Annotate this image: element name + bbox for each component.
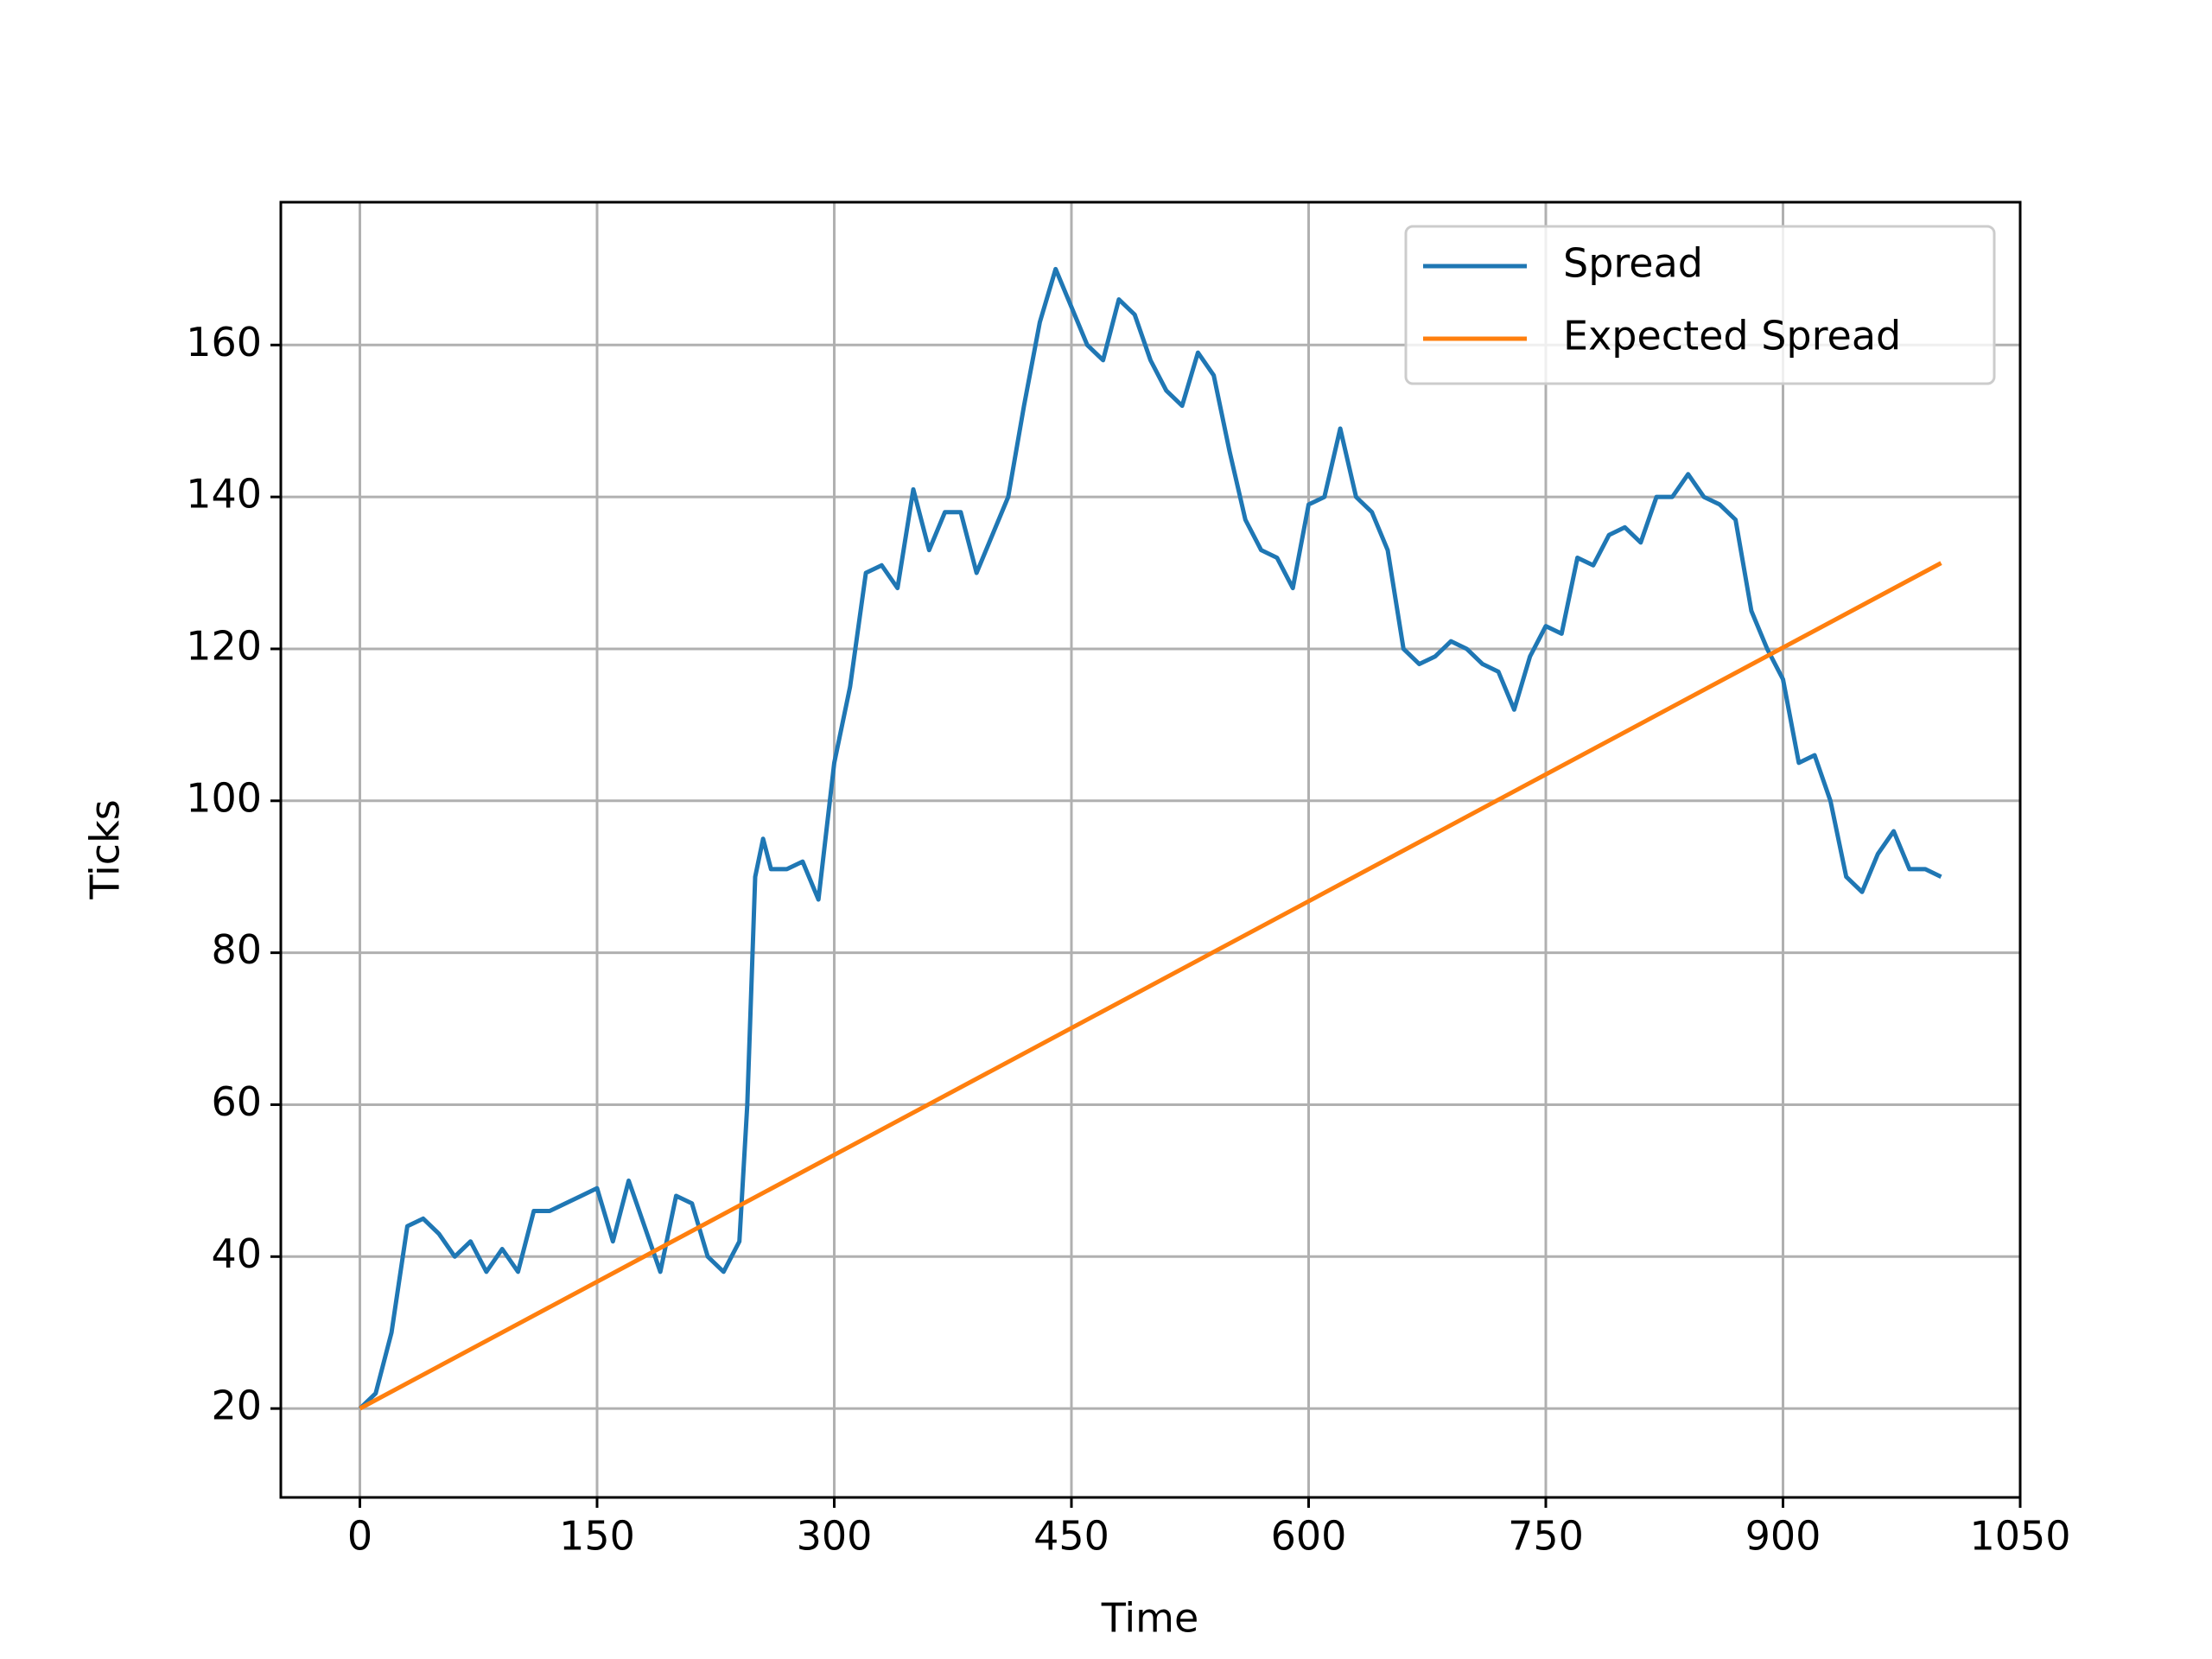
y-tick-label: 40 [211, 1230, 262, 1277]
x-tick-label: 1050 [1969, 1513, 2070, 1560]
legend-box [1404, 225, 1996, 385]
y-tick-label: 20 [211, 1382, 262, 1429]
line [358, 266, 1942, 1410]
y-tick-label: 60 [211, 1078, 262, 1125]
line [359, 561, 1942, 1411]
x-tick-label: 300 [797, 1513, 873, 1560]
legend-label: Expected Spread [1563, 313, 1901, 359]
x-tick-label: 0 [347, 1513, 372, 1560]
x-tick-label: 150 [559, 1513, 635, 1560]
y-tick-label: 140 [186, 471, 262, 518]
plot-frame [279, 200, 2022, 1499]
x-tick-label: 600 [1271, 1513, 1347, 1560]
x-axis-label: Time [1101, 1595, 1199, 1642]
y-axis-label: Ticks [82, 799, 129, 899]
x-tick-label: 750 [1508, 1513, 1584, 1560]
y-tick-label: 120 [186, 622, 262, 669]
y-tick-label: 160 [186, 319, 262, 365]
legend-label: Spread [1563, 240, 1703, 287]
x-tick-label: 900 [1745, 1513, 1821, 1560]
y-tick-label: 100 [186, 774, 262, 821]
x-tick-label: 450 [1033, 1513, 1109, 1560]
y-tick-label: 80 [211, 926, 262, 973]
